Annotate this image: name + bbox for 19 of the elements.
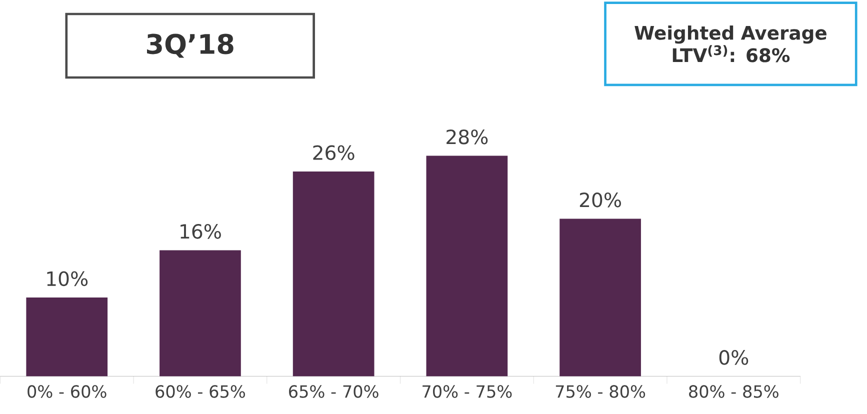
- x-tick-label: 70% - 75%: [422, 385, 512, 398]
- bar: [560, 218, 641, 376]
- x-tick-label: 75% - 80%: [556, 385, 646, 398]
- x-tick-label: 60% - 65%: [156, 385, 245, 398]
- data-label: 10%: [47, 271, 88, 286]
- bar: [292, 172, 374, 376]
- chart-title: 3Q’18: [147, 34, 234, 58]
- x-tick-label: 80% - 85%: [689, 385, 778, 398]
- bar: [160, 250, 241, 376]
- data-label: 28%: [446, 130, 488, 145]
- x-tick-label: 65% - 70%: [289, 385, 378, 398]
- data-label: 0%: [719, 350, 748, 366]
- bar: [426, 156, 508, 376]
- data-label: 26%: [313, 145, 354, 160]
- x-tick-label: 0% - 60%: [28, 385, 106, 398]
- bar: [26, 298, 108, 376]
- data-label: 20%: [580, 192, 621, 208]
- text: Weighted Average LTV$^{(3)}$: 68%: [634, 26, 826, 62]
- data-label: 16%: [180, 224, 221, 240]
